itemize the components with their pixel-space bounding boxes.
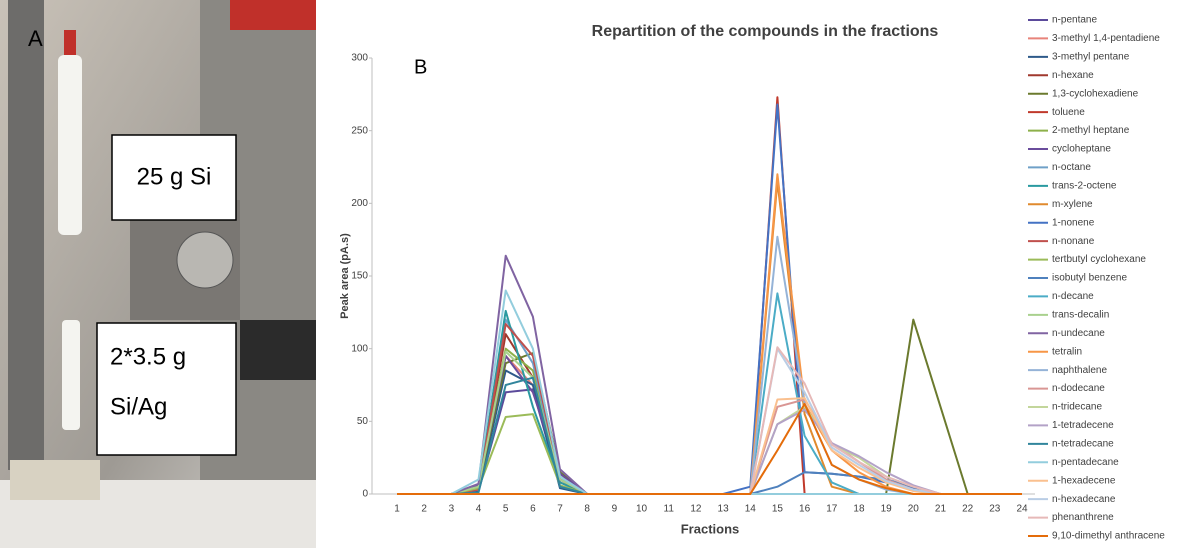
legend-label: toluene — [1052, 107, 1085, 118]
panel-label: A — [28, 26, 43, 51]
x-tick-label: 9 — [612, 504, 618, 515]
legend-label: n-pentane — [1052, 15, 1097, 26]
x-tick-label: 6 — [530, 504, 536, 515]
x-tick-label: 4 — [476, 504, 482, 515]
x-tick-label: 1 — [394, 504, 400, 515]
legend-label: n-decane — [1052, 291, 1094, 302]
legend-label: 1,3-cyclohexadiene — [1052, 88, 1139, 99]
y-tick-label: 300 — [351, 53, 368, 64]
legend-label: 1-hexadecene — [1052, 475, 1116, 486]
x-tick-label: 18 — [853, 504, 865, 515]
x-tick-label: 10 — [636, 504, 648, 515]
legend-label: n-hexadecane — [1052, 494, 1116, 505]
legend-label: n-tetradecane — [1052, 438, 1114, 449]
pump-head — [176, 231, 234, 289]
x-tick-label: 22 — [962, 504, 974, 515]
rail — [8, 0, 44, 470]
series-line — [397, 309, 1022, 495]
legend-label: tertbutyl cyclohexane — [1052, 254, 1146, 265]
legend-label: cycloheptane — [1052, 144, 1111, 155]
x-tick-label: 15 — [772, 504, 784, 515]
keyboard — [240, 320, 316, 380]
x-tick-label: 8 — [584, 504, 590, 515]
legend-label: phenanthrene — [1052, 512, 1114, 523]
x-tick-label: 11 — [664, 504, 675, 515]
y-tick-label: 50 — [357, 416, 369, 427]
legend-label: trans-decalin — [1052, 309, 1109, 320]
label-box-text: Si/Ag — [110, 393, 167, 420]
legend-label: n-hexane — [1052, 70, 1094, 81]
x-tick-label: 7 — [557, 504, 563, 515]
base — [10, 460, 100, 500]
legend-label: n-undecane — [1052, 328, 1105, 339]
red-bar — [230, 0, 316, 30]
column-small — [62, 320, 80, 430]
legend-label: 9,10-dimethyl anthracene — [1052, 531, 1165, 542]
series-line — [397, 402, 1022, 495]
column-large — [58, 55, 82, 235]
legend-label: 1-nonene — [1052, 217, 1095, 228]
x-tick-label: 14 — [745, 504, 757, 515]
x-tick-label: 13 — [718, 504, 730, 515]
y-axis-label: Peak area (pA.s) — [339, 233, 351, 319]
x-tick-label: 16 — [799, 504, 811, 515]
column-cap — [64, 30, 76, 55]
label-box — [111, 134, 237, 221]
legend-label: naphthalene — [1052, 365, 1107, 376]
legend-label: n-tridecane — [1052, 402, 1102, 413]
x-tick-label: 21 — [935, 504, 947, 515]
y-tick-label: 200 — [351, 198, 368, 209]
y-tick-label: 150 — [351, 271, 368, 282]
x-tick-label: 17 — [826, 504, 838, 515]
chart-title: Repartition of the compounds in the frac… — [592, 23, 939, 40]
x-tick-label: 19 — [881, 504, 893, 515]
x-tick-label: 20 — [908, 504, 920, 515]
legend-label: n-pentadecane — [1052, 457, 1119, 468]
label-box-text: 2*3.5 g — [110, 343, 186, 370]
x-axis-label: Fractions — [681, 521, 740, 536]
legend-label: n-octane — [1052, 162, 1091, 173]
series-line — [397, 323, 1022, 495]
x-tick-label: 2 — [421, 504, 427, 515]
legend-label: 2-methyl heptane — [1052, 125, 1130, 136]
panel-label: B — [414, 56, 427, 78]
x-tick-label: 5 — [503, 504, 509, 515]
y-tick-label: 100 — [351, 343, 368, 354]
y-tick-label: 250 — [351, 125, 368, 136]
photo: A 25 g Si 2*3.5 g Si/Ag — [0, 0, 316, 548]
legend-label: isobutyl benzene — [1052, 273, 1127, 284]
legend-label: m-xylene — [1052, 199, 1093, 210]
legend-label: n-dodecane — [1052, 383, 1105, 394]
legend-label: 1-tetradecene — [1052, 420, 1114, 431]
label-box — [96, 322, 237, 456]
label-box-text: 25 g Si — [137, 163, 212, 190]
x-tick-label: 3 — [449, 504, 455, 515]
x-tick-label: 23 — [989, 504, 1001, 515]
legend-label: tetralin — [1052, 346, 1082, 357]
x-tick-label: 12 — [690, 504, 702, 515]
y-tick-label: 0 — [362, 489, 368, 500]
legend-label: n-nonane — [1052, 236, 1095, 247]
x-tick-label: 24 — [1016, 504, 1028, 515]
chart: Repartition of the compounds in the frac… — [339, 15, 1165, 542]
legend-label: 3-methyl pentane — [1052, 51, 1130, 62]
legend-label: trans-2-octene — [1052, 180, 1117, 191]
legend-label: 3-methyl 1,4-pentadiene — [1052, 33, 1160, 44]
series-line — [397, 289, 1022, 495]
